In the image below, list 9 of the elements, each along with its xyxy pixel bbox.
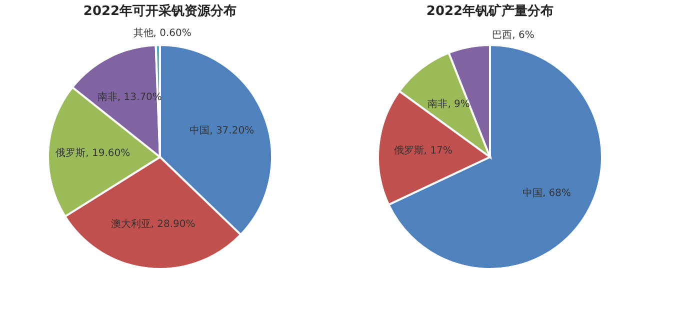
slice-label: 巴西, 6% [492,30,534,42]
slice-label: 俄罗斯, 17% [394,144,452,157]
slice-label: 澳大利亚, 28.90% [110,218,196,230]
slice-label: 俄罗斯, 19.60% [56,147,130,160]
slice-label: 其他, 0.60% [133,27,192,40]
slice-label: 中国, 68% [522,187,572,200]
chart-title: 2022年可开采钒资源分布 [83,3,237,19]
slice-label: 中国, 37.20% [190,124,254,137]
chart-title: 2022年钒矿产量分布 [426,3,554,19]
